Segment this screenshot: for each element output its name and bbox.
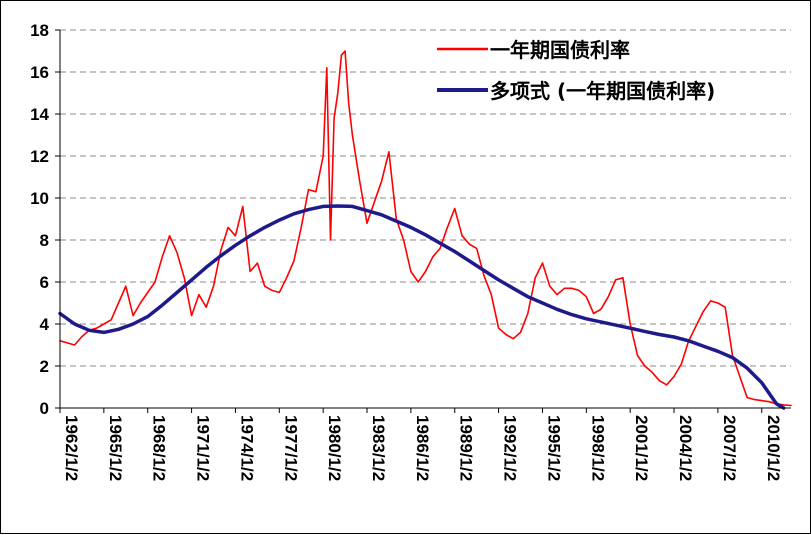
y-tick-label: 6 bbox=[40, 273, 49, 292]
x-tick-label: 1962/1/2 bbox=[62, 415, 81, 481]
series-line-polynomial-trend bbox=[58, 204, 786, 410]
x-axis-ticks: 1962/1/2 1965/1/2 1968/1/2 1971/1/2 1974/1/2… bbox=[59, 408, 783, 481]
gridlines bbox=[60, 29, 791, 367]
y-tick-label: 8 bbox=[40, 231, 49, 250]
legend-label-blue: 多项式 (一年期国债利率) bbox=[490, 79, 715, 103]
axes bbox=[59, 30, 791, 409]
y-tick-label: 12 bbox=[30, 147, 49, 166]
x-tick-label: 1974/1/2 bbox=[237, 415, 256, 481]
y-tick-label: 0 bbox=[40, 399, 49, 418]
x-tick-label: 2004/1/2 bbox=[676, 415, 695, 481]
x-tick-label: 1968/1/2 bbox=[150, 415, 169, 481]
y-tick-label: 4 bbox=[40, 315, 50, 334]
x-tick-label: 1965/1/2 bbox=[106, 415, 125, 481]
y-tick-label: 16 bbox=[30, 63, 49, 82]
series-lines bbox=[58, 50, 792, 410]
x-tick-label: 1983/1/2 bbox=[369, 415, 388, 481]
y-axis-ticks: 0 2 4 6 8 10 12 14 16 18 bbox=[30, 21, 60, 418]
x-tick-label: 2007/1/2 bbox=[720, 415, 739, 481]
x-tick-label: 1992/1/2 bbox=[501, 415, 520, 481]
legend-label-red: 一年期国债利率 bbox=[490, 38, 630, 62]
x-tick-label: 1989/1/2 bbox=[457, 415, 476, 481]
y-tick-label: 14 bbox=[30, 105, 49, 124]
y-tick-label: 10 bbox=[30, 189, 49, 208]
x-tick-label: 2010/1/2 bbox=[764, 415, 783, 481]
x-tick-label: 1980/1/2 bbox=[325, 415, 344, 481]
legend: 一年期国债利率 多项式 (一年期国债利率) bbox=[437, 38, 715, 103]
y-tick-label: 2 bbox=[40, 357, 49, 376]
x-tick-label: 1986/1/2 bbox=[413, 415, 432, 481]
x-tick-label: 1998/1/2 bbox=[588, 415, 607, 481]
y-tick-label: 18 bbox=[30, 21, 49, 40]
x-tick-label: 1995/1/2 bbox=[544, 415, 563, 481]
x-tick-label: 1977/1/2 bbox=[281, 415, 300, 481]
x-tick-label: 2001/1/2 bbox=[632, 415, 651, 481]
series-line-treasury-rate bbox=[59, 50, 792, 407]
x-tick-label: 1971/1/2 bbox=[194, 415, 213, 481]
